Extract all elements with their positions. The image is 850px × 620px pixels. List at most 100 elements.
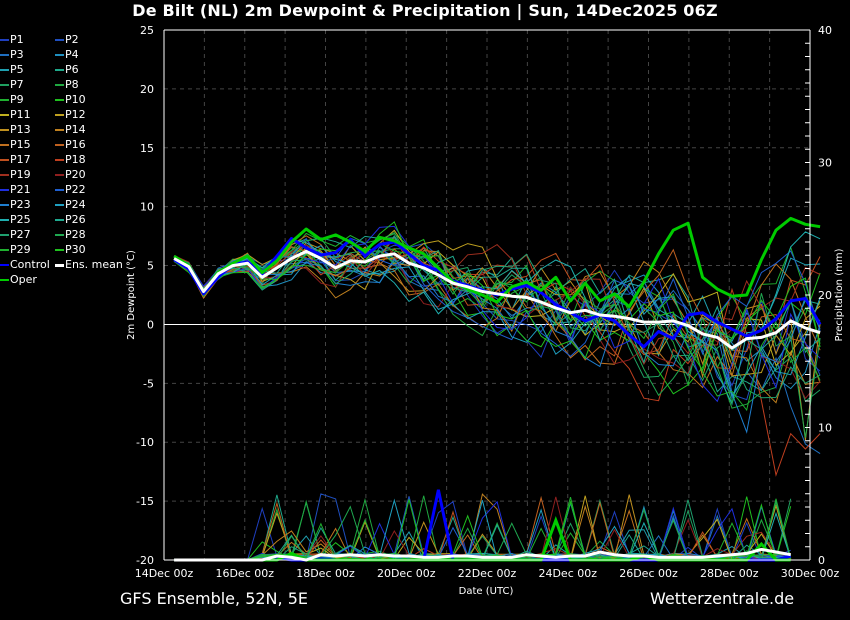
legend-swatch (0, 174, 9, 176)
perturbation-line (173, 249, 821, 399)
legend-item: P23 (0, 197, 31, 212)
legend-swatch (0, 264, 9, 266)
y-tick-label: -10 (136, 436, 154, 449)
legend-swatch (55, 219, 64, 221)
legend-swatch (0, 69, 9, 71)
legend-swatch (55, 234, 64, 236)
legend-item: P26 (55, 212, 86, 227)
legend-item: P1 (0, 32, 24, 47)
legend-label: P8 (65, 78, 79, 91)
legend-swatch (0, 114, 9, 116)
legend-item: P21 (0, 182, 31, 197)
perturbation-precip-line (174, 495, 791, 562)
legend-swatch (0, 39, 9, 41)
legend-label: P27 (10, 228, 31, 241)
legend-swatch (55, 204, 64, 206)
legend-label: P10 (65, 93, 86, 106)
x-tick-label: 14Dec 00z (135, 567, 194, 580)
y-axis-label: 2m Dewpoint (°C) (126, 250, 137, 340)
y-tick-label: 20 (140, 83, 154, 96)
legend-label: P5 (10, 63, 24, 76)
x-axis-label: Date (UTC) (459, 586, 514, 597)
x-tick-label: 24Dec 00z (538, 567, 597, 580)
legend-item: P19 (0, 167, 31, 182)
legend-item: P2 (55, 32, 79, 47)
chart-title: De Bilt (NL) 2m Dewpoint & Precipitation… (132, 1, 718, 20)
legend-swatch (0, 279, 9, 281)
x-tick-label: 26Dec 00z (619, 567, 678, 580)
legend-item: Ens. mean (55, 257, 123, 272)
legend-label: P20 (65, 168, 86, 181)
legend-swatch (0, 204, 9, 206)
legend-label: P30 (65, 243, 86, 256)
legend-item: P12 (55, 107, 86, 122)
legend-item: P17 (0, 152, 31, 167)
legend-label: P24 (65, 198, 86, 211)
legend-swatch (0, 54, 9, 56)
legend-swatch (0, 84, 9, 86)
x-tick-label: 18Dec 00z (296, 567, 355, 580)
legend-swatch (55, 84, 64, 86)
legend-label: P15 (10, 138, 31, 151)
legend-swatch (55, 69, 64, 71)
precip-line-ens-mean (174, 547, 791, 562)
dewpoint-line-oper (173, 216, 821, 309)
legend-label: P9 (10, 93, 24, 106)
legend-item: P29 (0, 242, 31, 257)
legend-label: P19 (10, 168, 31, 181)
legend-swatch (55, 144, 64, 146)
legend-item: P24 (55, 197, 86, 212)
legend-swatch (0, 234, 9, 236)
dewpoint-line-ens-mean (173, 249, 821, 350)
legend-label: P11 (10, 108, 31, 121)
legend-item: P4 (55, 47, 79, 62)
legend-swatch (0, 219, 9, 221)
y-tick-label: -5 (143, 377, 154, 390)
perturbation-line (173, 221, 821, 372)
legend-swatch (55, 99, 64, 101)
legend-swatch (55, 174, 64, 176)
legend-label: Control (10, 258, 50, 271)
y-tick-label: 25 (140, 24, 154, 37)
legend-item: P27 (0, 227, 31, 242)
legend-swatch (0, 159, 9, 161)
legend-item: P11 (0, 107, 31, 122)
footer-source: Wetterzentrale.de (650, 589, 795, 608)
legend-swatch (55, 189, 64, 191)
legend-item: P6 (55, 62, 79, 77)
legend-label: P29 (10, 243, 31, 256)
legend-swatch (55, 129, 64, 131)
perturbation-precip-line (174, 495, 792, 561)
legend-item: P16 (55, 137, 86, 152)
y2-tick-label: 40 (818, 24, 832, 37)
legend-item: P5 (0, 62, 24, 77)
legend-item: P18 (55, 152, 86, 167)
legend-swatch (55, 39, 64, 41)
legend-label: Oper (10, 273, 37, 286)
x-tick-label: 28Dec 00z (700, 567, 759, 580)
legend-label: P18 (65, 153, 86, 166)
legend-item: P15 (0, 137, 31, 152)
legend-item: P3 (0, 47, 24, 62)
y2-tick-label: 20 (818, 289, 832, 302)
perturbation-precip-line (174, 493, 791, 561)
legend-item: P25 (0, 212, 31, 227)
x-tick-label: 22Dec 00z (458, 567, 517, 580)
legend-label: P26 (65, 213, 86, 226)
legend-label: P7 (10, 78, 24, 91)
legend-item: P14 (55, 122, 86, 137)
legend-item: P30 (55, 242, 86, 257)
footer-model-info: GFS Ensemble, 52N, 5E (120, 589, 308, 608)
perturbation-precip-line (174, 493, 791, 561)
legend-swatch (55, 54, 64, 56)
perturbation-line (173, 242, 821, 412)
legend-item: Control (0, 257, 50, 272)
legend-item: P7 (0, 77, 24, 92)
legend-swatch (0, 189, 9, 191)
legend-swatch (0, 99, 9, 101)
y-tick-label: 10 (140, 201, 154, 214)
legend-label: P28 (65, 228, 86, 241)
legend-label: P1 (10, 33, 24, 46)
legend-swatch (55, 159, 64, 161)
perturbation-precip-line (174, 505, 791, 561)
